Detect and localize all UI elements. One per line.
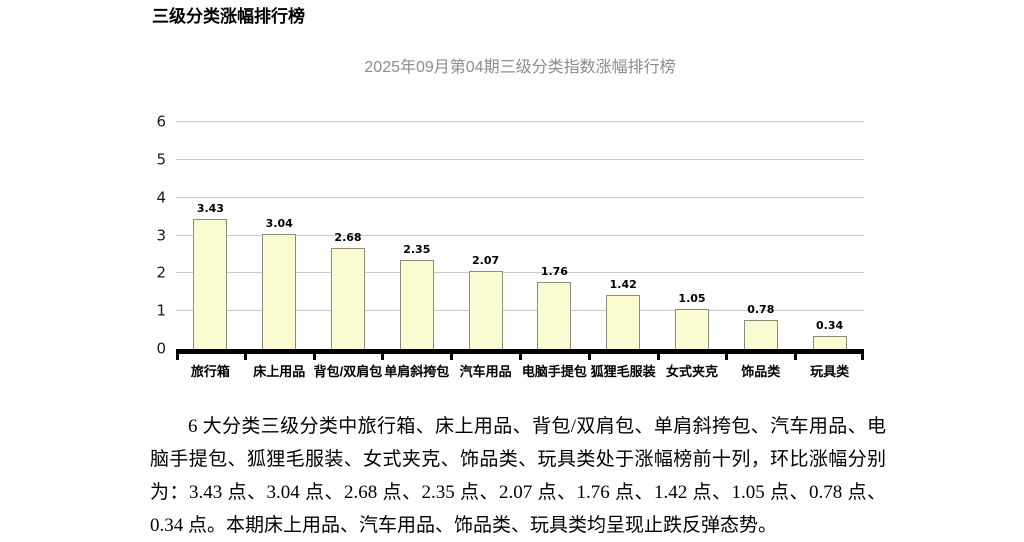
bar-slot: 0.78 (726, 122, 795, 349)
x-category-label: 电脑手提包 (521, 364, 587, 379)
y-tick-label-5: 5 (156, 150, 166, 169)
bar (399, 260, 434, 349)
x-axis-tick (861, 354, 864, 360)
page-title: 三级分类涨幅排行榜 (152, 7, 305, 26)
bar (743, 319, 778, 349)
x-category-label: 女式夹克 (665, 364, 718, 379)
bar-slot: 2.07 (451, 122, 520, 349)
bar (674, 309, 709, 349)
bar (606, 295, 641, 349)
x-category-label: 床上用品 (253, 364, 306, 379)
bar-slot: 1.76 (520, 122, 589, 349)
chart-title: 2025年09月第04期三级分类指数涨幅排行榜 (364, 59, 676, 76)
bar-value-label: 3.04 (265, 217, 293, 230)
x-category-label: 旅行箱 (190, 364, 230, 379)
bar (330, 247, 365, 349)
x-axis-tick (794, 354, 798, 360)
bar-value-label: 1.42 (609, 278, 637, 292)
x-category-label: 玩具类 (810, 364, 850, 379)
bar-value-label: 1.76 (540, 265, 568, 279)
gridline-1 (176, 310, 864, 312)
bar-value-label: 3.43 (196, 202, 224, 216)
x-category-label: 汽车用品 (459, 364, 512, 379)
x-axis-tick (176, 354, 179, 360)
bar-slot: 1.42 (589, 122, 658, 349)
bar-value-label: 2.68 (334, 230, 362, 244)
bar-value-label: 1.05 (678, 292, 706, 306)
y-tick-label-1: 1 (156, 301, 166, 320)
bar-slot: 3.43 (176, 122, 245, 349)
x-category-label: 饰品类 (741, 364, 781, 379)
x-axis-tick (656, 354, 660, 360)
x-category-label: 狐狸毛服装 (590, 364, 656, 379)
bar (812, 336, 847, 349)
y-tick-label-2: 2 (156, 263, 166, 282)
bar-value-label: 0.78 (747, 302, 775, 316)
bar-value-label: 2.35 (403, 243, 431, 257)
x-axis-tick (450, 354, 454, 360)
y-tick-label-0: 0 (156, 339, 166, 358)
plot-area: 0 1 2 3 4 5 6 3.43 3.04 2.68 2.35 2.07 1.76 1.42 1.05 0… (156, 114, 864, 356)
bar-chart: 2025年09月第04期三级分类指数涨幅排行榜 0 1 2 3 4 5 6 3.43 3.04 2… (150, 57, 886, 380)
x-axis-tick (587, 354, 591, 360)
bar (193, 219, 228, 349)
x-axis-tick (519, 354, 522, 360)
bar-slot: 2.68 (314, 122, 383, 349)
y-tick-label-4: 4 (156, 188, 166, 207)
x-axis-tick (725, 354, 729, 360)
bar-value-label: 0.34 (816, 319, 844, 333)
gridline-4 (176, 196, 864, 198)
bar (468, 270, 503, 349)
bar-value-label: 2.07 (472, 253, 500, 267)
bar (262, 234, 297, 349)
x-category-label: 单肩斜挎包 (384, 364, 450, 379)
x-axis-tick (312, 354, 316, 360)
bar-slot: 0.34 (795, 122, 864, 349)
gridline-2 (176, 272, 864, 274)
report-page: 三级分类涨幅排行榜 2025年09月第04期三级分类指数涨幅排行榜 0 1 2 3 4 5… (150, 7, 886, 536)
y-tick-label-6: 6 (156, 112, 166, 131)
gridline-6 (176, 121, 864, 122)
bar-slot: 2.35 (382, 122, 451, 349)
x-axis-labels: 旅行箱 床上用品 背包/双肩包 单肩斜挎包 汽车用品 电脑手提包 狐狸毛服装 女式夹克 饰品类 玩… (176, 361, 864, 380)
body-paragraph: 6 大分类三级分类中旅行箱、床上用品、背包/双肩包、单肩斜挎包、汽车用品、电脑手… (150, 416, 886, 536)
gridline-5 (176, 158, 864, 160)
x-axis-line (176, 349, 864, 360)
y-tick-label-3: 3 (156, 226, 166, 244)
bar-slot: 1.05 (658, 122, 727, 349)
x-category-label: 背包/双肩包 (313, 364, 383, 379)
gridline-3 (176, 234, 864, 236)
bar (537, 282, 572, 349)
x-axis-tick (243, 354, 247, 360)
x-axis-tick (381, 354, 385, 360)
bar-slot: 3.04 (245, 122, 314, 349)
